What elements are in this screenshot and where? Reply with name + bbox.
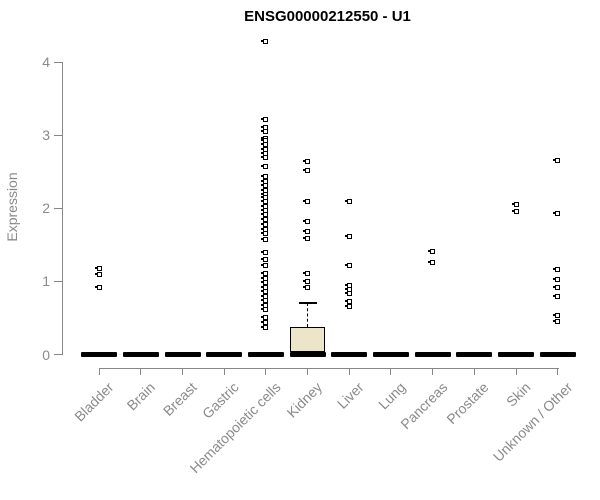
data-point: [94, 285, 102, 291]
x-tick-label: Lung: [374, 379, 409, 413]
data-point: [261, 116, 269, 122]
median-bar: [372, 352, 409, 357]
data-point: [261, 129, 269, 135]
data-point: [344, 199, 352, 205]
data-point: [428, 248, 436, 254]
x-axis-tick: [348, 368, 350, 375]
data-point: [553, 158, 561, 164]
data-point: [344, 290, 352, 296]
y-tick-label: 0: [42, 346, 50, 363]
x-axis-tick: [223, 368, 225, 375]
data-point: [553, 312, 561, 318]
median-bar: [164, 352, 201, 357]
data-point: [303, 229, 311, 235]
x-tick-label: Unknown / Other: [489, 379, 575, 465]
median-bar: [289, 352, 326, 357]
median-bar: [247, 352, 284, 357]
x-tick-label: Prostate: [443, 379, 492, 428]
x-axis-line: [99, 368, 559, 369]
median-bar: [456, 352, 493, 357]
x-tick-label: Brain: [123, 379, 159, 414]
median-bar: [122, 352, 159, 357]
data-point: [303, 159, 311, 165]
data-point: [511, 202, 519, 208]
median-bar: [206, 352, 243, 357]
data-point: [261, 221, 269, 227]
median-bar: [414, 352, 451, 357]
data-point: [344, 234, 352, 240]
x-tick-label: Kidney: [283, 379, 325, 421]
whisker-cap: [298, 302, 317, 305]
x-tick-label: Liver: [333, 379, 367, 412]
x-axis-tick: [557, 368, 559, 375]
y-axis-tick: [53, 354, 62, 355]
data-point: [511, 208, 519, 214]
data-point: [261, 256, 269, 262]
x-axis-tick: [515, 368, 517, 375]
x-axis-tick: [182, 368, 184, 375]
x-axis-tick: [432, 368, 434, 375]
data-point: [303, 199, 311, 205]
data-point: [553, 319, 561, 325]
data-point: [261, 164, 269, 170]
data-point: [303, 278, 311, 284]
data-point: [261, 39, 269, 45]
data-point: [428, 259, 436, 265]
y-axis-title: Expression: [4, 172, 20, 242]
y-tick-label: 4: [42, 54, 50, 71]
data-point: [261, 250, 269, 256]
data-point: [261, 262, 269, 268]
data-point: [303, 235, 311, 241]
x-axis-tick: [307, 368, 309, 375]
x-axis-tick: [473, 368, 475, 375]
y-axis-tick: [53, 280, 62, 282]
x-tick-label: Bladder: [71, 379, 117, 425]
x-axis-tick: [265, 368, 267, 375]
y-tick-label: 1: [42, 273, 50, 290]
data-point: [303, 285, 311, 291]
data-point: [261, 231, 269, 237]
median-bar: [331, 352, 368, 357]
data-point: [553, 267, 561, 273]
data-point: [553, 293, 561, 299]
y-axis-tick: [53, 207, 62, 209]
data-point: [261, 314, 269, 320]
data-point: [261, 297, 269, 303]
data-point: [344, 262, 352, 268]
data-point: [261, 289, 269, 295]
data-point: [553, 277, 561, 283]
data-point: [303, 270, 311, 276]
x-tick-label: Breast: [160, 379, 200, 419]
data-point: [94, 266, 102, 272]
x-axis-tick: [140, 368, 142, 375]
data-point: [261, 319, 269, 325]
y-tick-label: 2: [42, 200, 50, 217]
data-point: [261, 216, 269, 222]
data-point: [303, 167, 311, 173]
data-point: [344, 303, 352, 309]
median-bar: [539, 352, 576, 357]
y-axis-tick: [53, 134, 62, 136]
data-point: [261, 324, 269, 330]
data-point: [261, 154, 269, 160]
x-axis-tick: [98, 368, 100, 375]
data-point: [94, 271, 102, 277]
box: [290, 327, 326, 353]
y-axis-tick: [53, 61, 62, 63]
median-bar: [81, 352, 118, 357]
chart-title: ENSG00000212550 - U1: [244, 8, 411, 25]
y-tick-label: 3: [42, 127, 50, 144]
upper-whisker: [307, 303, 309, 328]
data-point: [553, 285, 561, 291]
data-point: [261, 270, 269, 276]
median-bar: [498, 352, 534, 357]
data-point: [261, 237, 269, 243]
x-tick-label: Skin: [502, 379, 534, 410]
x-axis-tick: [390, 368, 392, 375]
data-point: [553, 210, 561, 216]
data-point: [261, 307, 269, 313]
y-axis-line: [61, 62, 63, 356]
data-point: [303, 218, 311, 224]
